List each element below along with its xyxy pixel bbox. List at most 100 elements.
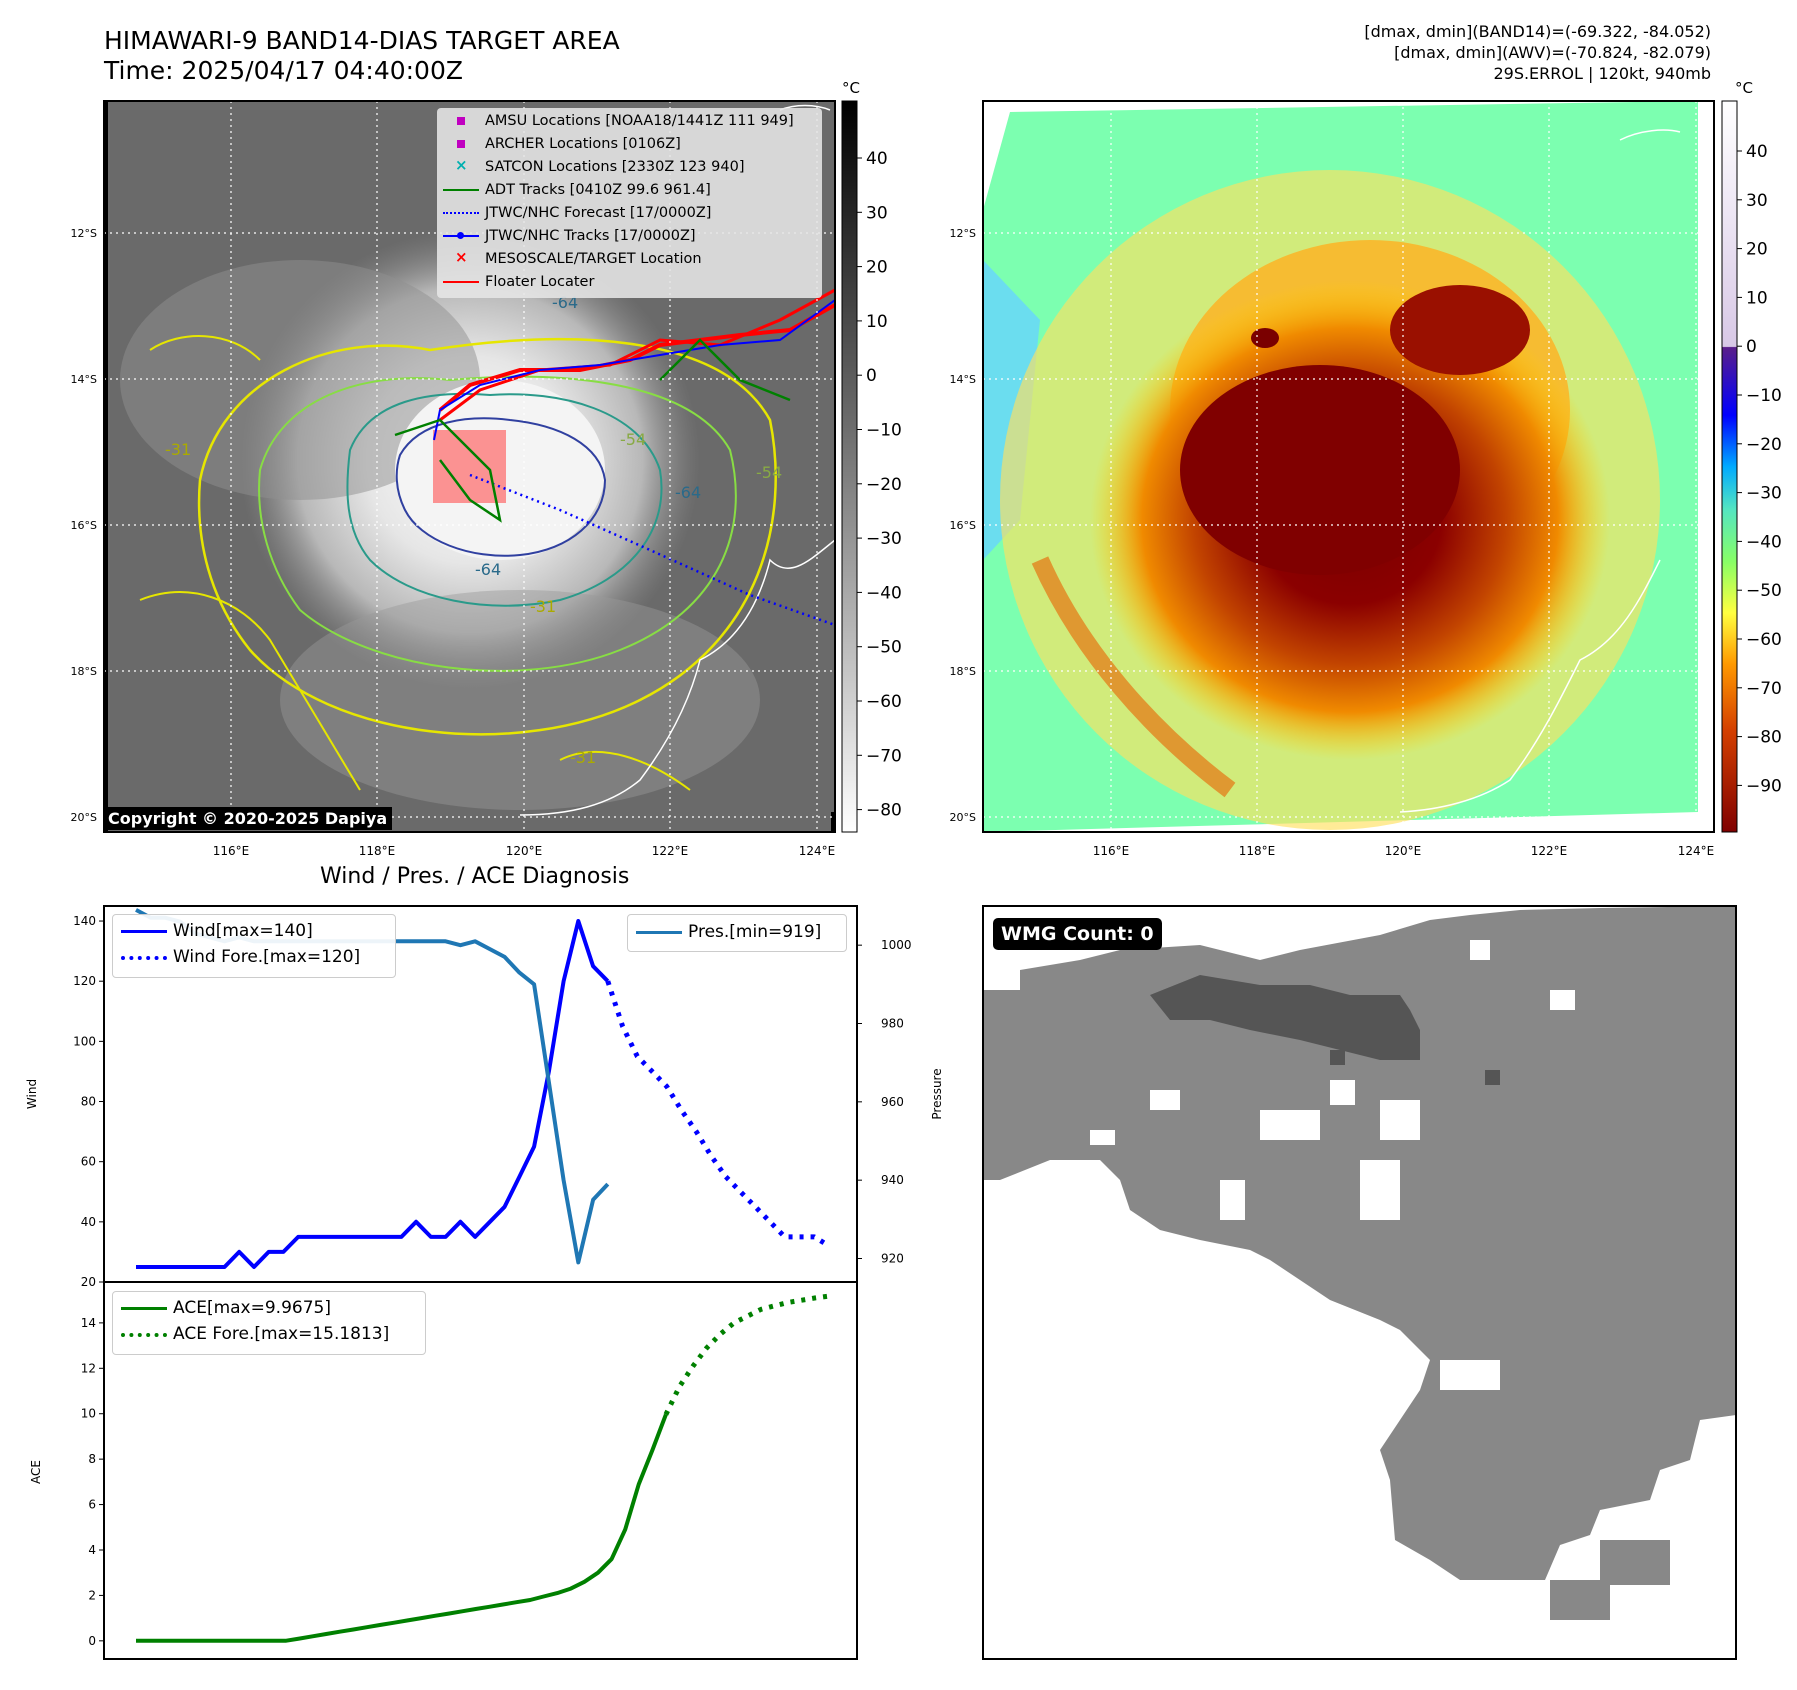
figure-time: Time: 2025/04/17 04:40:00Z (104, 56, 463, 85)
legend-item-archer: ARCHER Locations [0106Z] (441, 133, 681, 155)
ace-tick: 0 (88, 1634, 96, 1648)
copyright-badge: Copyright © 2020-2025 Dapiya (103, 807, 393, 830)
legend-item-mesoscale: × MESOSCALE/TARGET Location (441, 248, 702, 270)
lon-label: 116°E (1093, 844, 1130, 858)
pressure-tick: 940 (881, 1173, 904, 1187)
legend-item-satcon: × SATCON Locations [2330Z 123 940] (441, 156, 744, 178)
wind-tick: 20 (81, 1275, 96, 1289)
colorbar-tick: 0 (1746, 337, 1757, 357)
green-line-icon (441, 179, 481, 201)
ace-tick: 2 (88, 1588, 96, 1602)
red-x-icon: × (455, 248, 468, 266)
colorbar-tick: −90 (1746, 776, 1782, 796)
lat-label: 14°S (950, 373, 976, 386)
colorbar-tick: 20 (866, 258, 888, 278)
colorbar-tick: 40 (1746, 142, 1768, 162)
series-line-1 (605, 980, 831, 1249)
awv-map (983, 101, 1714, 832)
green-dotted-line-icon (121, 1324, 167, 1344)
awv-colorbar (1721, 100, 1738, 833)
lat-label: 12°S (950, 227, 976, 240)
colorbar-tick: −10 (866, 421, 902, 441)
contour-label: -31 (530, 597, 556, 616)
pressure-tick: 960 (881, 1095, 904, 1109)
ace-tick: 12 (81, 1361, 96, 1375)
colorbar-tick: 30 (1746, 191, 1768, 211)
lon-label: 118°E (1239, 844, 1276, 858)
ace-legend: ACE[max=9.9675] ACE Fore.[max=15.1813] (112, 1291, 426, 1355)
lon-label: 120°E (506, 844, 543, 858)
lat-label: 20°S (950, 811, 976, 824)
lat-label: 20°S (71, 811, 97, 824)
blue-line-dot-icon (441, 225, 481, 247)
steelblue-line-icon (636, 922, 682, 942)
contour-label: -54 (620, 430, 646, 449)
legend-item-ace-forecast: ACE Fore.[max=15.1813] (121, 1324, 389, 1344)
colorbar-tick: −80 (1746, 728, 1782, 748)
lat-label: 16°S (71, 519, 97, 532)
colorbar-tick: −10 (1746, 386, 1782, 406)
colorbar-tick: −20 (1746, 435, 1782, 455)
pressure-tick: 920 (881, 1252, 904, 1266)
colorbar-tick: −30 (866, 529, 902, 549)
wmg-panel (983, 906, 1736, 1659)
colorbar-tick: −60 (1746, 630, 1782, 650)
legend-item-floater: Floater Locater (441, 271, 594, 293)
colorbar-tick: −70 (1746, 679, 1782, 699)
green-line-icon (121, 1298, 167, 1318)
colorbar-tick: −40 (866, 583, 902, 603)
lon-label: 124°E (1678, 844, 1715, 858)
lon-label: 122°E (652, 844, 689, 858)
diagnosis-title: Wind / Pres. / ACE Diagnosis (320, 864, 630, 889)
lat-label: 14°S (71, 373, 97, 386)
colorbar-tick: 20 (1746, 240, 1768, 260)
legend-item-jtwc-tracks: JTWC/NHC Tracks [17/0000Z] (441, 225, 696, 247)
wind-tick: 80 (81, 1095, 96, 1109)
contour-label: -31 (165, 440, 191, 459)
ace-tick: 4 (88, 1543, 96, 1557)
pressure-legend: Pres.[min=919] (627, 914, 847, 952)
colorbar-tick: −50 (1746, 581, 1782, 601)
lon-label: 118°E (359, 844, 396, 858)
gray-colorbar (841, 100, 858, 833)
colorbar-tick: −30 (1746, 484, 1782, 504)
contour-label: -31 (570, 748, 596, 767)
wind-legend: Wind[max=140] Wind Fore.[max=120] (112, 914, 396, 978)
wind-tick: 100 (73, 1034, 96, 1048)
ace-series-line-1 (663, 1293, 830, 1416)
colorbar-tick: 30 (866, 203, 888, 223)
colorbar-tick: −40 (1746, 532, 1782, 552)
contour-label: -64 (475, 560, 501, 579)
colorbar-tick: −80 (866, 801, 902, 821)
series-line-0 (136, 919, 610, 1269)
pressure-tick: 980 (881, 1017, 904, 1031)
colorbar-tick: 40 (866, 149, 888, 169)
legend-item-jtwc-forecast: JTWC/NHC Forecast [17/0000Z] (441, 202, 711, 224)
legend-item-wind: Wind[max=140] (121, 921, 313, 941)
contour-label: -64 (675, 483, 701, 502)
colorbar-tick: 10 (1746, 288, 1768, 308)
blue-line-icon (121, 921, 167, 941)
ace-tick: 10 (81, 1407, 96, 1421)
band14-stats: [dmax, dmin](BAND14)=(-69.322, -84.052) (1364, 22, 1711, 41)
map-legend: AMSU Locations [NOAA18/1441Z 111 949] AR… (437, 108, 822, 298)
figure-title: HIMAWARI-9 BAND14-DIAS TARGET AREA (104, 26, 620, 55)
ace-series-line-0 (136, 1413, 668, 1643)
colorbar-tick: −50 (866, 638, 902, 658)
magenta-square-icon (441, 110, 481, 132)
cyan-x-icon: × (455, 156, 468, 174)
legend-item-pressure: Pres.[min=919] (636, 922, 821, 942)
wind-tick: 60 (81, 1155, 96, 1169)
legend-item-ace: ACE[max=9.9675] (121, 1298, 331, 1318)
wind-tick: 140 (73, 914, 96, 928)
red-line-icon (441, 271, 481, 293)
lat-label: 18°S (950, 665, 976, 678)
colorbar-tick: −60 (866, 692, 902, 712)
gray-colorbar-unit: °C (842, 79, 860, 97)
colorbar-tick: −20 (866, 475, 902, 495)
awv-colorbar-unit: °C (1735, 79, 1753, 97)
magenta-square-icon (441, 133, 481, 155)
lat-label: 16°S (950, 519, 976, 532)
ace-axis-label: ACE (29, 1460, 43, 1484)
colorbar-tick: 10 (866, 312, 888, 332)
